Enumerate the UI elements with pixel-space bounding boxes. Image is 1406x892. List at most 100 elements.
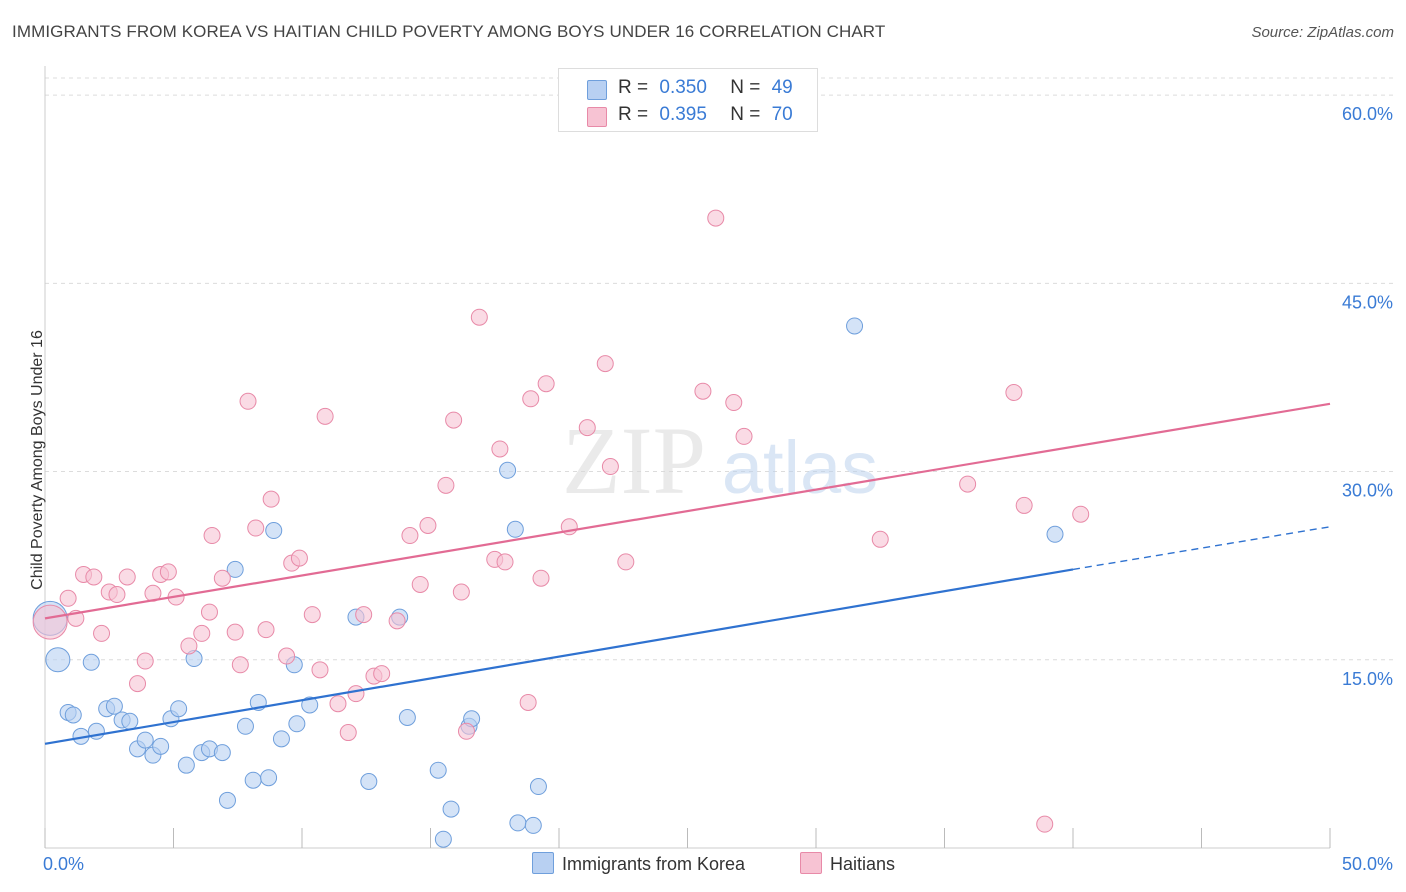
data-point-korea	[288, 715, 306, 733]
legend-r-label: R =	[618, 104, 649, 125]
x-tick-label: 50.0%	[1342, 854, 1393, 874]
data-point-haitians	[93, 624, 111, 642]
data-point-haitians	[316, 407, 334, 425]
data-point-haitians	[1005, 383, 1023, 401]
data-point-korea	[360, 772, 378, 790]
trend-line-korea-extension	[1072, 526, 1331, 571]
data-point-korea	[64, 706, 82, 724]
data-point-haitians	[411, 575, 429, 593]
legend-n-value: 49	[771, 77, 793, 98]
data-point-korea	[236, 717, 254, 735]
bottom-legend-haitians: Haitians	[800, 852, 895, 875]
trend-lines	[44, 402, 1331, 745]
data-point-haitians	[457, 722, 475, 740]
axes	[44, 66, 1331, 849]
data-point-haitians	[452, 583, 470, 601]
data-point-haitians	[200, 603, 218, 621]
stats-legend: R = 0.350 N = 49 R = 0.395 N = 70	[558, 68, 818, 132]
data-point-haitians	[959, 475, 977, 493]
x-tick-label: 0.0%	[43, 854, 84, 874]
data-point-haitians	[311, 661, 329, 679]
data-point-korea	[846, 317, 864, 335]
tick-labels: 15.0% 30.0% 45.0% 60.0% 0.0% 50.0%	[43, 104, 1393, 874]
data-point-haitians	[339, 724, 357, 742]
trend-line-korea	[44, 568, 1074, 745]
data-point-korea	[272, 730, 290, 748]
data-point-haitians	[129, 675, 147, 693]
data-point-haitians	[496, 553, 514, 571]
legend-n-label: N =	[730, 77, 761, 98]
data-point-haitians	[445, 411, 463, 429]
data-point-haitians	[108, 586, 126, 604]
data-point-haitians	[522, 390, 540, 408]
series-haitians-points	[32, 209, 1090, 833]
data-point-haitians	[136, 652, 154, 670]
data-point-haitians	[491, 440, 509, 458]
gridlines	[45, 77, 1395, 661]
y-tick-label: 15.0%	[1342, 669, 1393, 689]
data-point-haitians	[388, 612, 406, 630]
data-point-korea	[1046, 525, 1064, 543]
data-point-haitians	[871, 530, 889, 548]
data-point-korea	[524, 816, 542, 834]
bottom-legend-korea-label: Immigrants from Korea	[562, 854, 746, 874]
data-point-haitians	[617, 553, 635, 571]
legend-r-value: 0.395	[659, 104, 707, 125]
data-point-korea	[45, 647, 71, 673]
data-point-haitians	[725, 394, 743, 412]
legend-r-value: 0.350	[659, 77, 707, 98]
data-point-haitians	[203, 527, 221, 545]
data-point-haitians	[735, 427, 753, 445]
data-point-korea	[434, 830, 452, 848]
data-point-korea	[506, 520, 524, 538]
data-point-haitians	[193, 624, 211, 642]
legend-r-label: R =	[618, 77, 649, 98]
data-point-haitians	[1036, 815, 1054, 833]
data-point-haitians	[437, 476, 455, 494]
data-point-haitians	[180, 637, 198, 655]
data-point-haitians	[596, 355, 614, 373]
data-point-haitians	[257, 621, 275, 639]
data-point-korea	[136, 731, 154, 749]
data-point-haitians	[213, 569, 231, 587]
data-point-haitians	[401, 527, 419, 545]
data-point-haitians	[373, 665, 391, 683]
data-point-haitians	[59, 589, 77, 607]
legend-swatch-haitians	[587, 107, 607, 127]
y-axis-label: Child Poverty Among Boys Under 16	[29, 330, 46, 590]
data-point-korea	[265, 522, 283, 540]
data-point-korea	[429, 761, 447, 779]
data-point-haitians	[419, 517, 437, 535]
data-point-haitians	[118, 568, 136, 586]
data-point-korea	[509, 814, 527, 832]
legend-swatch-korea	[587, 80, 607, 100]
legend-n-value: 70	[771, 104, 793, 125]
data-point-korea	[244, 771, 262, 789]
data-point-haitians	[303, 606, 321, 624]
data-point-haitians	[278, 647, 296, 665]
data-point-korea	[260, 769, 278, 787]
data-point-korea	[121, 712, 139, 730]
data-point-korea	[152, 737, 170, 755]
bottom-legend-korea: Immigrants from Korea	[532, 852, 745, 875]
data-point-korea	[499, 461, 517, 479]
bottom-swatch-korea	[532, 852, 554, 874]
data-point-korea	[529, 778, 547, 796]
data-point-haitians	[159, 563, 177, 581]
data-point-haitians	[329, 695, 347, 713]
data-point-haitians	[239, 392, 257, 410]
data-point-haitians	[32, 604, 68, 640]
y-tick-label: 60.0%	[1342, 104, 1393, 124]
data-point-haitians	[519, 693, 537, 711]
data-point-korea	[213, 744, 231, 762]
legend-n-label: N =	[730, 104, 761, 125]
data-point-korea	[105, 697, 123, 715]
data-point-korea	[218, 791, 236, 809]
bottom-legend-haitians-label: Haitians	[830, 854, 896, 874]
data-point-haitians	[290, 549, 308, 567]
y-tick-label: 45.0%	[1342, 292, 1393, 312]
data-point-haitians	[707, 209, 725, 227]
bottom-swatch-haitians	[800, 852, 822, 874]
data-point-korea	[82, 653, 100, 671]
